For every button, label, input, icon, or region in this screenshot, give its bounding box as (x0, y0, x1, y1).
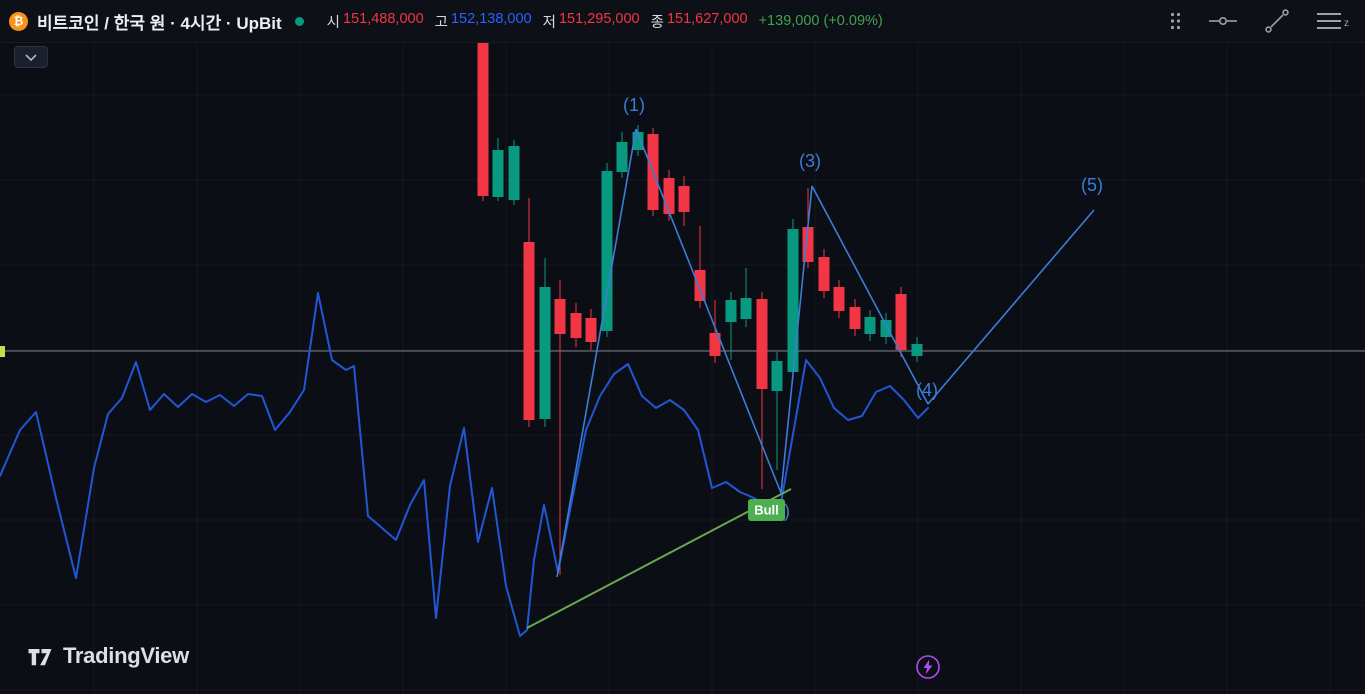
candle-body (849, 307, 861, 329)
candle-body (632, 132, 644, 150)
candle-body (833, 287, 845, 311)
elliott-wave-line[interactable] (811, 185, 929, 405)
open-label: 시 (326, 14, 340, 31)
close-pair: 종 151,627,000 (651, 11, 748, 32)
candle-body (709, 333, 721, 356)
candle-body (508, 146, 520, 200)
candle-body (725, 300, 737, 322)
open-value: 151,488,000 (343, 10, 424, 27)
candle-body (539, 287, 551, 419)
candle-body (492, 150, 504, 197)
candle-body (818, 257, 830, 291)
candle-body (477, 43, 489, 196)
horizontal-line-tool-icon[interactable] (1208, 14, 1238, 28)
menu-icon[interactable]: z (1316, 11, 1349, 31)
candle-body (771, 361, 783, 391)
ohlc-values: 시 151,488,000 고 152,138,000 저 151,295,000 종… (327, 11, 883, 32)
candle-body (570, 313, 582, 338)
market-status-dot[interactable] (294, 16, 304, 26)
low-pair: 저 151,295,000 (543, 11, 640, 32)
low-label: 저 (542, 14, 556, 31)
bull-badge[interactable] (748, 499, 785, 521)
candle-body (616, 142, 628, 172)
candle-body (663, 178, 675, 214)
low-value: 151,295,000 (558, 10, 640, 27)
drag-handle-icon[interactable] (1169, 11, 1182, 31)
chart-header: ₿ 비트코인 / 한국 원 · 4시간 · UpBit 시 151,488,000… (0, 0, 1365, 43)
candle-body (554, 299, 566, 334)
trend-line-tool-icon[interactable] (1264, 8, 1290, 34)
elliott-wave-line[interactable] (635, 128, 782, 494)
candle-body (585, 318, 597, 342)
tradingview-mark-icon (26, 644, 54, 668)
candle-body (678, 186, 690, 212)
tradingview-logo-text: TradingView (63, 643, 189, 668)
candle-body (740, 298, 752, 319)
wave-label[interactable]: (4) (916, 380, 938, 400)
symbol-group: ₿ 비트코인 / 한국 원 · 4시간 · UpBit (0, 9, 304, 34)
candle-body (864, 317, 876, 334)
lightning-bolt-icon[interactable] (915, 654, 941, 685)
header-toolbar: z (1169, 8, 1365, 34)
candle-body (802, 227, 814, 262)
high-label: 고 (434, 14, 448, 31)
menu-shortcut-hint: z (1344, 18, 1349, 29)
candle-body (880, 320, 892, 337)
chevron-down-icon (25, 53, 37, 61)
candle-body (787, 229, 799, 372)
candle-body (694, 270, 706, 301)
candle-body (601, 171, 613, 331)
elliott-wave-line[interactable] (556, 128, 637, 578)
price-tick-marker (0, 346, 5, 357)
bull-badge-label: Bull (754, 503, 779, 518)
change-value: +139,000 (+0.09%) (758, 13, 883, 29)
wave-label[interactable]: (1) (623, 95, 645, 115)
tradingview-logo[interactable]: TradingView (26, 643, 189, 669)
symbol-title[interactable]: 비트코인 / 한국 원 · 4시간 · UpBit (37, 13, 282, 33)
elliott-wave-line[interactable] (780, 185, 813, 494)
elliott-wave-line[interactable] (927, 209, 1095, 405)
bull-trendline[interactable] (526, 488, 792, 629)
candle-body (756, 299, 768, 389)
open-pair: 시 151,488,000 (327, 11, 424, 32)
high-value: 152,138,000 (450, 10, 532, 27)
bitcoin-icon: ₿ (9, 11, 28, 31)
candle-body (523, 242, 535, 420)
wave-label[interactable]: (5) (1081, 175, 1103, 195)
wave-label[interactable]: (3) (799, 151, 821, 171)
close-label: 종 (650, 14, 664, 31)
candle-body (895, 294, 907, 350)
high-pair: 고 152,138,000 (435, 11, 532, 32)
close-value: 151,627,000 (666, 10, 748, 27)
candle-body (911, 344, 923, 356)
legend-collapse-button[interactable] (14, 46, 48, 68)
